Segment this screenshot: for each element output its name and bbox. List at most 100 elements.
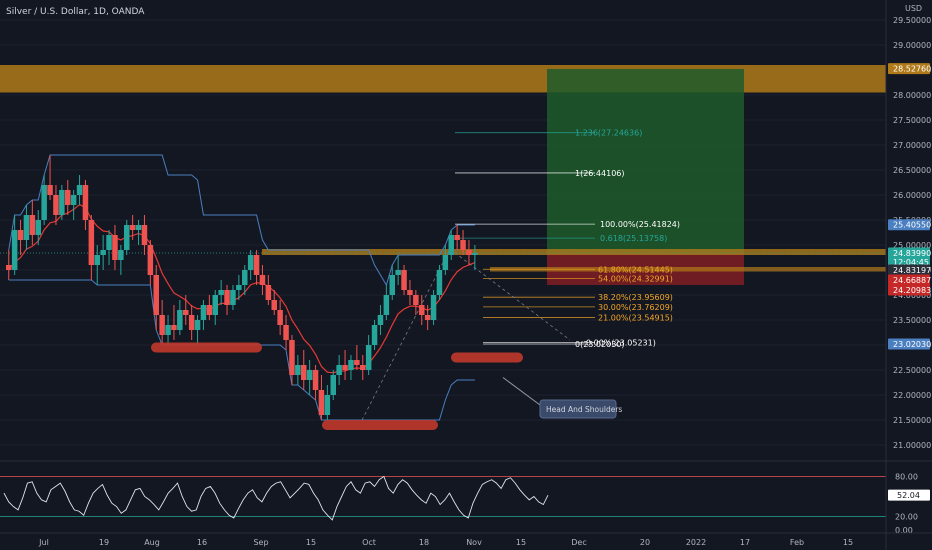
candle-body (212, 295, 218, 315)
price-tag-label: 24.20983 (893, 286, 931, 295)
candle-body (383, 295, 390, 315)
candle-body (277, 310, 283, 325)
candle-body (419, 305, 425, 315)
candle-body (165, 325, 171, 335)
candle-body (247, 255, 254, 270)
candle-body (47, 185, 53, 195)
candle-body (65, 190, 71, 205)
price-tag (888, 219, 930, 231)
candle-body (442, 255, 449, 270)
candle-body (301, 365, 307, 380)
price-tick: 26.50000 (893, 166, 931, 175)
candle-body (253, 255, 260, 275)
candle-body (218, 290, 224, 295)
candle-body (306, 370, 313, 380)
candle-body (88, 220, 95, 265)
fib-label: 0.00%(23.05231) (586, 338, 656, 347)
rsi-value-label: 52.04 (897, 491, 920, 500)
candle-body (135, 225, 142, 230)
retest-zone (490, 267, 886, 272)
candle-body (466, 250, 472, 255)
fib-diagonal-left (361, 248, 451, 421)
callout-pointer (502, 377, 541, 406)
fib-label: 0.618(25.13758) (600, 234, 667, 243)
candle-body (171, 325, 177, 330)
price-tick: 25.00000 (893, 241, 931, 250)
candle-body (371, 325, 378, 345)
candle-body (454, 235, 460, 240)
candle-body (395, 270, 401, 275)
price-tag (888, 274, 930, 286)
candle-body (289, 340, 295, 375)
price-tag-label: 12:04:45 (893, 258, 929, 267)
axis-unit-label: USD (905, 4, 922, 13)
time-tick: Feb (790, 538, 804, 547)
price-tick: 22.00000 (893, 391, 931, 400)
candle-body (11, 230, 18, 270)
candle-body (242, 270, 248, 285)
supply-zone (0, 65, 886, 93)
price-tick: 21.00000 (893, 441, 931, 450)
zones-layer (0, 65, 886, 285)
candle-body (153, 275, 159, 315)
rsi-value-tag (888, 489, 930, 501)
candles-layer (6, 155, 478, 420)
price-tag (888, 247, 930, 259)
fib-label: 30.00%(23.76209) (598, 303, 673, 312)
candle-body (236, 285, 242, 290)
candle-body (94, 255, 100, 265)
price-tag (888, 284, 930, 296)
head-and-shoulders-callout[interactable]: Head And Shoulders (502, 377, 622, 419)
fib-label: 61.80%(24.51445) (598, 265, 673, 274)
price-tag-label: 25.40550 (893, 221, 931, 230)
candle-body (59, 190, 65, 215)
rsi-line (3, 475, 549, 521)
candle-body (377, 315, 384, 325)
candle-body (336, 365, 342, 375)
pattern-highlights (151, 342, 523, 430)
candle-body (23, 215, 30, 240)
price-axis: 29.5000029.0000028.5000028.0000027.50000… (885, 0, 931, 550)
candle-body (147, 245, 154, 275)
fib-label: 100.00%(25.41824) (600, 220, 680, 229)
candle-body (41, 185, 47, 220)
price-tick: 27.50000 (893, 116, 931, 125)
time-tick: 16 (197, 538, 207, 547)
candle-body (318, 390, 325, 415)
fib-label: 1.236(27.24636) (575, 129, 642, 138)
candle-body (35, 220, 41, 235)
time-tick: 19 (99, 538, 109, 547)
candle-body (430, 295, 437, 320)
candle-body (6, 265, 12, 270)
candle-body (360, 365, 366, 370)
price-tick: 21.50000 (893, 416, 931, 425)
price-tick: 29.00000 (893, 41, 931, 50)
time-axis: Jul 19 Aug 16 Sep 15 Oct 18 Nov 15 Dec 20 2022 17 Feb 1… (0, 532, 932, 547)
time-tick: Nov (466, 538, 482, 547)
candle-body (330, 375, 336, 395)
candle-body (230, 290, 236, 305)
time-tick: Oct (362, 538, 376, 547)
rsi-tick: 20.00 (895, 513, 918, 522)
candle-body (259, 275, 266, 285)
callout-box (539, 399, 617, 419)
candle-body (401, 270, 407, 290)
candle-body (389, 275, 395, 295)
rsi-tick: 0.00 (895, 526, 913, 535)
fib-label: 38.20%(23.95609) (598, 293, 673, 302)
rsi-tick: 80.00 (895, 472, 918, 481)
price-tick: 28.00000 (893, 91, 931, 100)
candle-body (472, 253, 478, 255)
upper-band (8, 154, 475, 287)
neckline-zone (262, 249, 886, 255)
price-tag-label: 24.83990 (893, 249, 931, 258)
time-tick: 20 (640, 538, 650, 547)
price-tag-label: 28.52760 (893, 65, 931, 74)
candle-body (295, 365, 301, 375)
time-tick: Jul (38, 538, 49, 547)
price-tick: 29.50000 (893, 16, 931, 25)
price-tag (888, 264, 930, 276)
fib-diagonal (449, 248, 571, 341)
candle-body (183, 310, 189, 315)
